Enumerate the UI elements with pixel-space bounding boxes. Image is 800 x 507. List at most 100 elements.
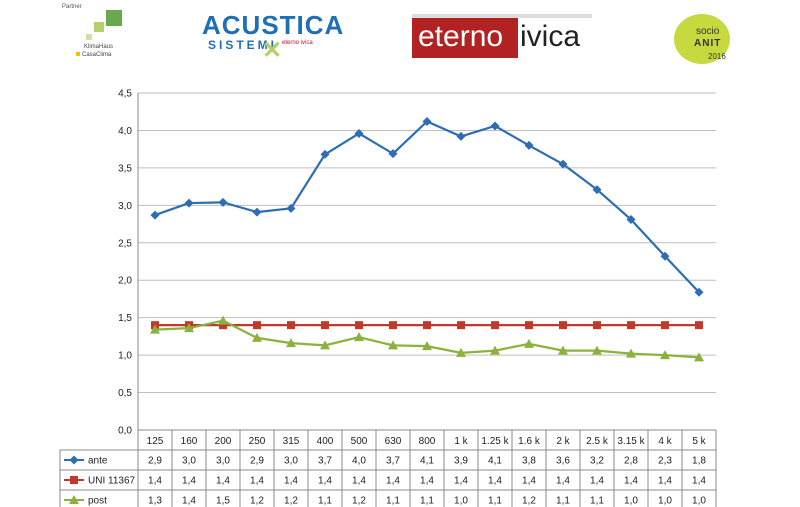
legend-key-marker: [69, 495, 79, 504]
partner-line2: CasaClima: [82, 52, 112, 58]
x-tick-label: 1.25 k: [481, 436, 509, 447]
partner-dot-icon: [76, 52, 80, 56]
data-point: [423, 321, 431, 330]
acustica-main: ACUSTICA: [202, 10, 345, 40]
data-label: 3,0: [182, 456, 196, 467]
data-point: [321, 321, 329, 330]
data-label: 1,4: [692, 476, 706, 487]
acustica-x-icon: ✕: [262, 37, 283, 64]
acustica-sub: SISTEMI: [208, 38, 278, 52]
data-point: [695, 321, 703, 330]
data-point: [287, 321, 295, 330]
data-label: 1,2: [522, 496, 536, 507]
anit-line2: ANIT: [694, 38, 722, 49]
data-point: [184, 198, 194, 208]
data-label: 3,7: [318, 456, 332, 467]
data-label: 2,9: [250, 456, 264, 467]
y-tick-label: 0,0: [118, 426, 132, 437]
data-label: 1,0: [624, 496, 638, 507]
data-point: [184, 323, 194, 333]
y-tick-label: 1,5: [118, 313, 132, 324]
y-tick-label: 0,5: [118, 388, 132, 399]
data-point: [354, 332, 364, 342]
data-label: 1,4: [590, 476, 604, 487]
data-point: [456, 347, 466, 357]
data-label: 1,8: [692, 456, 706, 467]
data-point: [559, 321, 567, 330]
data-label: 1,2: [250, 496, 264, 507]
data-point: [558, 345, 568, 355]
data-label: 1,4: [148, 476, 162, 487]
acustica-small: eterno ivica: [282, 40, 313, 46]
x-tick-label: 1 k: [454, 436, 468, 447]
data-label: 1,4: [250, 476, 264, 487]
partner-caption: Partner: [62, 4, 82, 10]
legend-key-marker: [70, 476, 78, 484]
data-label: 1,0: [658, 496, 672, 507]
data-label: 3,0: [284, 456, 298, 467]
data-label: 1,4: [420, 476, 434, 487]
anit-logo: socio ANIT 2016: [668, 12, 748, 68]
data-point: [252, 332, 262, 342]
anit-year: 2016: [708, 52, 726, 61]
data-point: [490, 345, 500, 355]
partner-line1: KlimaHaus: [84, 44, 114, 50]
x-tick-label: 200: [215, 436, 232, 447]
data-point: [150, 324, 160, 334]
data-label: 3,8: [522, 456, 536, 467]
data-label: 1,4: [624, 476, 638, 487]
data-label: 4,1: [488, 456, 502, 467]
data-label: 2,9: [148, 456, 162, 467]
x-tick-label: 125: [147, 436, 164, 447]
x-tick-label: 3.15 k: [617, 436, 645, 447]
anit-leaf-icon: [674, 14, 730, 64]
data-point: [388, 340, 398, 350]
data-label: 1,1: [318, 496, 332, 507]
x-tick-label: 5 k: [692, 436, 706, 447]
y-tick-label: 4,0: [118, 126, 132, 137]
data-point: [388, 149, 398, 159]
data-label: 1,4: [658, 476, 672, 487]
data-label: 1,1: [386, 496, 400, 507]
x-tick-label: 400: [317, 436, 334, 447]
x-tick-label: 160: [181, 436, 198, 447]
data-point: [660, 350, 670, 360]
data-label: 1,4: [318, 476, 332, 487]
data-label: 3,6: [556, 456, 570, 467]
x-tick-label: 250: [249, 436, 266, 447]
eterno-part2: ivica: [520, 20, 581, 53]
y-tick-label: 2,0: [118, 276, 132, 287]
data-point: [150, 210, 160, 220]
data-point: [627, 321, 635, 330]
data-label: 1,4: [488, 476, 502, 487]
data-label: 1,5: [216, 496, 230, 507]
data-point: [457, 321, 465, 330]
eterno-part1: eterno: [418, 20, 504, 53]
data-label: 1,2: [284, 496, 298, 507]
data-point: [218, 197, 228, 207]
data-label: 2,8: [624, 456, 638, 467]
data-label: 1,0: [692, 496, 706, 507]
data-point: [354, 128, 364, 138]
data-point: [626, 215, 636, 225]
data-point: [389, 321, 397, 330]
data-label: 4,0: [352, 456, 366, 467]
data-point: [320, 149, 330, 159]
legend-label: ante: [88, 456, 108, 467]
data-label: 3,9: [454, 456, 468, 467]
x-tick-label: 315: [283, 436, 300, 447]
data-point: [626, 348, 636, 358]
eterno-top-bar: [412, 14, 592, 18]
partner-logo: Partner KlimaHaus CasaClima: [62, 4, 130, 58]
data-point: [286, 203, 296, 213]
data-label: 1,4: [284, 476, 298, 487]
partner-square-large: [106, 10, 122, 26]
series-line-0: [154, 120, 700, 293]
data-point: [524, 338, 534, 348]
legend-label: post: [88, 496, 107, 507]
data-label: 3,0: [216, 456, 230, 467]
data-point: [422, 116, 432, 126]
data-label: 1,1: [420, 496, 434, 507]
data-point: [253, 321, 261, 330]
